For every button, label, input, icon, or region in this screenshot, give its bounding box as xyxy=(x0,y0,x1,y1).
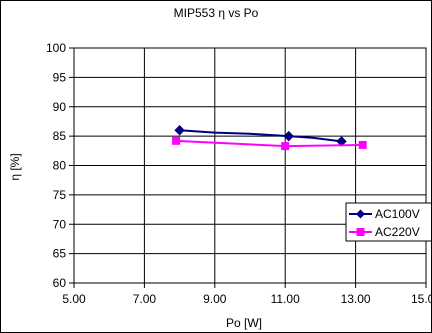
legend-marker-square xyxy=(356,228,365,236)
data-point-diamond xyxy=(283,130,294,142)
x-tick-label: 7.00 xyxy=(133,292,157,306)
series-ac100v xyxy=(174,125,347,147)
x-axis-title: Po [W] xyxy=(226,316,262,330)
grid-layer xyxy=(69,47,427,288)
data-point-square xyxy=(172,136,181,145)
x-tick-label: 9.00 xyxy=(203,292,227,306)
data-point-square xyxy=(281,142,290,151)
data-point-square xyxy=(358,140,367,149)
y-tick-label: 90 xyxy=(53,100,67,114)
y-axis-title: η [%] xyxy=(8,153,22,180)
x-tick-label: 15.00 xyxy=(411,292,431,306)
x-tick-label: 5.00 xyxy=(62,292,86,306)
chart-title: MIP553 η vs Po xyxy=(174,6,259,20)
series-line xyxy=(179,129,342,143)
legend-marker-diamond xyxy=(356,209,365,219)
legend: AC100V AC220V xyxy=(345,202,431,242)
y-tick-label: 70 xyxy=(53,217,67,231)
y-tick-label: 80 xyxy=(53,159,67,173)
y-tick-label: 100 xyxy=(46,41,66,55)
series-layer xyxy=(172,125,367,151)
x-tick-label: 13.00 xyxy=(341,292,371,306)
y-tick-label: 95 xyxy=(53,70,67,84)
tick-labels: 60 65 70 75 80 85 90 95 100 5.00 7.00 9.00 11.00 13.0… xyxy=(46,41,431,306)
y-tick-label: 65 xyxy=(53,247,67,261)
legend-label: AC220V xyxy=(375,225,420,239)
plot-area-border xyxy=(73,47,427,284)
plot-frame xyxy=(73,47,427,284)
data-point-diamond xyxy=(174,125,185,136)
series-ac220v xyxy=(172,136,367,151)
series-line xyxy=(176,139,363,148)
x-tick-label: 11.00 xyxy=(271,292,300,306)
legend-label: AC100V xyxy=(375,207,420,221)
y-tick-label: 75 xyxy=(53,188,67,202)
y-tick-label: 60 xyxy=(53,276,67,290)
y-tick-label: 85 xyxy=(53,129,67,143)
